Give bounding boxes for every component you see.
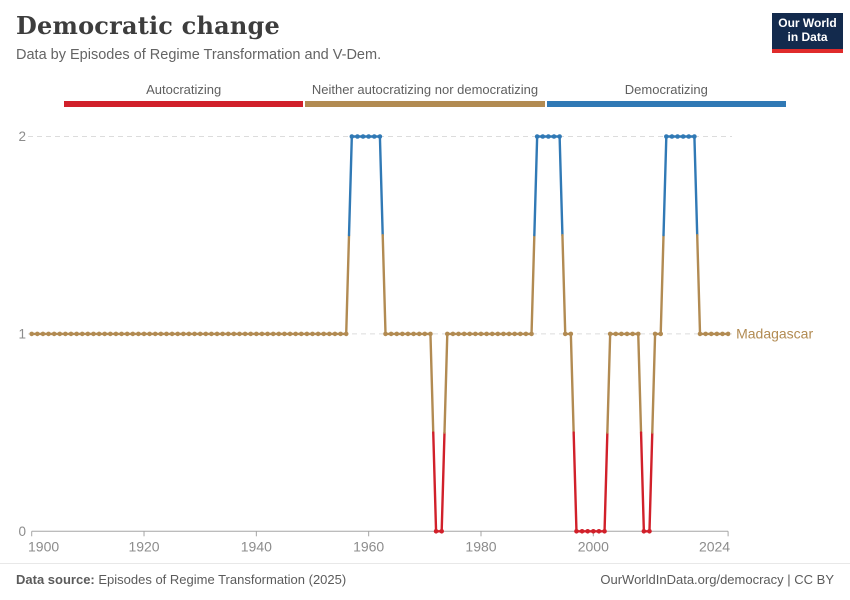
x-tick-label: 1920 — [128, 538, 159, 554]
footer: Data source: Episodes of Regime Transfor… — [16, 572, 834, 587]
data-source-line: Data source: Episodes of Regime Transfor… — [16, 572, 346, 587]
legend-item-autocratizing: Autocratizing — [64, 82, 304, 107]
page-subtitle: Data by Episodes of Regime Transformatio… — [16, 47, 382, 63]
data-source-label: Data source: — [16, 572, 95, 587]
cc-by-license-link[interactable]: CC BY — [794, 572, 834, 587]
y-tick-label: 1 — [18, 326, 26, 341]
y-axis-labels: 0 1 2 — [18, 129, 26, 539]
footer-separator: | — [783, 572, 795, 587]
owid-logo-line1: Our World — [778, 16, 837, 30]
legend-bar-autocratizing — [64, 101, 304, 107]
owid-democracy-link[interactable]: OurWorldInData.org/democracy — [600, 572, 784, 587]
series-points — [29, 134, 731, 534]
page-title: Democratic change — [16, 11, 280, 40]
category-legend: Autocratizing Neither autocratizing nor … — [64, 82, 786, 107]
x-tick-label: 2024 — [699, 538, 730, 554]
footer-divider — [0, 563, 850, 564]
y-tick-label: 0 — [18, 524, 26, 539]
series-label-madagascar[interactable]: Madagascar — [736, 325, 813, 341]
x-tick-label: 1940 — [241, 538, 272, 554]
x-tick-label: 1980 — [465, 538, 496, 554]
x-tick-label: 2000 — [578, 538, 609, 554]
legend-bar-democratizing — [546, 101, 786, 107]
owid-logo[interactable]: Our World in Data — [772, 13, 843, 53]
x-axis: 1900 1920 1940 1960 1980 2000 2024 — [28, 530, 730, 554]
x-tick-label: 1960 — [353, 538, 384, 554]
x-tick-label: 1900 — [28, 538, 59, 554]
data-source-text: Episodes of Regime Transformation (2025) — [94, 572, 347, 587]
legend-item-democratizing: Democratizing — [546, 82, 786, 107]
legend-item-neither: Neither autocratizing nor democratizing — [305, 82, 545, 107]
legend-label-autocratizing: Autocratizing — [146, 82, 222, 97]
legend-label-democratizing: Democratizing — [624, 82, 708, 97]
owid-logo-line2: in Data — [787, 30, 828, 44]
legend-bar-neither — [305, 101, 545, 107]
y-tick-label: 2 — [18, 129, 26, 144]
footer-right: OurWorldInData.org/democracy | CC BY — [600, 572, 834, 587]
legend-label-neither: Neither autocratizing nor democratizing — [311, 82, 539, 97]
